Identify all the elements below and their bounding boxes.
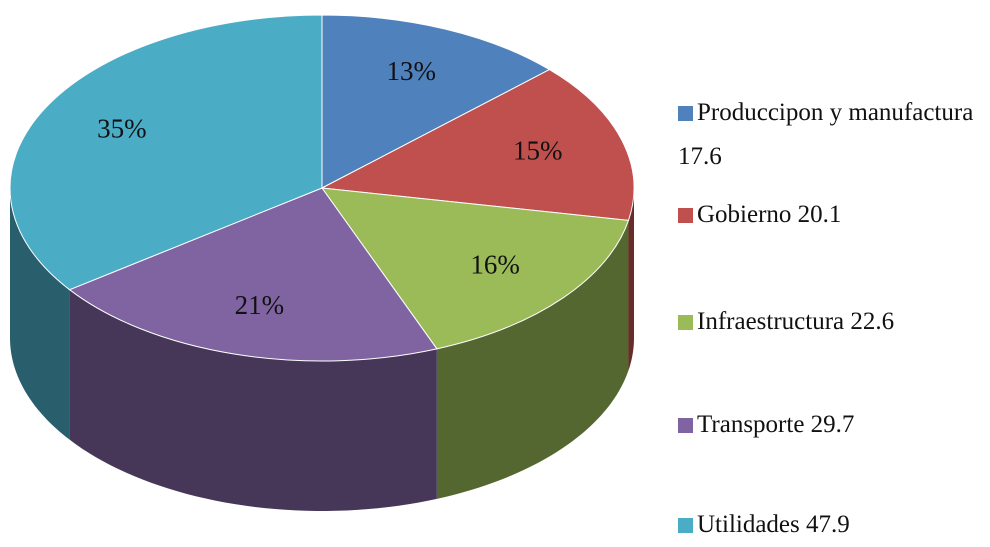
legend-swatch [678, 106, 693, 121]
data-label: 13% [386, 56, 436, 86]
legend-entry: Gobierno 20.1 [678, 193, 983, 237]
pie-slice [9, 14, 323, 291]
data-label: 35% [97, 114, 147, 144]
legend-label: Transporte 29.7 [697, 411, 855, 438]
legend-swatch [678, 518, 693, 533]
legend-label: Produccipon y manufactura 17.6 [678, 99, 974, 170]
legend-entry: Utilidades 47.9 [678, 503, 983, 547]
pie-slice [320, 187, 630, 350]
pie-slice [321, 14, 551, 189]
data-label: 21% [235, 290, 285, 320]
pie-side [69, 289, 437, 511]
chart: 13% 15% 16% 21% 35% [9, 14, 635, 511]
pie-slice [320, 69, 635, 221]
legend-swatch [678, 315, 693, 330]
legend-entry: Transporte 29.7 [678, 403, 983, 447]
pie-side [10, 188, 70, 440]
legend-label: Gobierno 20.1 [697, 201, 842, 228]
pie-side [628, 188, 634, 371]
legend-entry: Produccipon y manufactura 17.6 [678, 91, 983, 179]
legend-label: Utilidades 47.9 [697, 511, 850, 538]
legend-entry: Infraestructura 22.6 [678, 300, 983, 344]
pie-side [436, 220, 629, 499]
legend-swatch [678, 418, 693, 433]
data-label: 15% [513, 135, 563, 165]
pie-slice [68, 187, 438, 362]
legend-label: Infraestructura 22.6 [697, 308, 895, 335]
data-label: 16% [470, 250, 520, 280]
legend-swatch [678, 208, 693, 223]
